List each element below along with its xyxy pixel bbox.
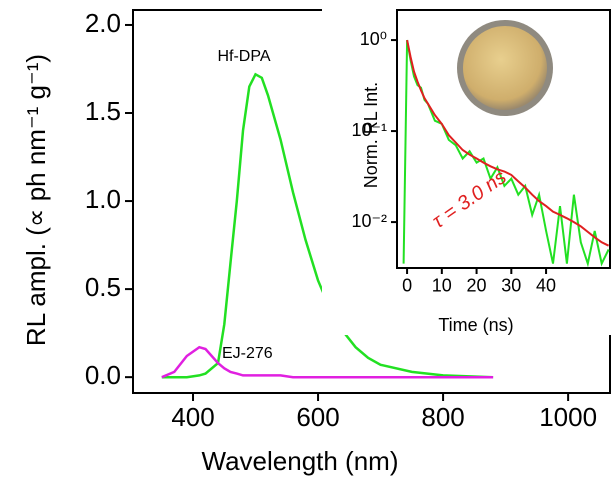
y-tick-label: 2.0	[85, 8, 121, 38]
x-tick-label: 800	[421, 402, 464, 432]
x-tick-label: 0	[402, 275, 412, 295]
x-tick-label: 400	[171, 402, 214, 432]
x-tick-label: 1000	[539, 402, 597, 432]
y-tick-label: 0.5	[85, 272, 121, 302]
x-tick-label: 600	[296, 402, 339, 432]
data-line	[406, 39, 610, 247]
x-tick-label: 10	[432, 275, 452, 295]
plot-frame	[396, 9, 611, 269]
x-axis-label: Time (ns)	[438, 315, 513, 335]
y-tick-label: 1.5	[85, 96, 121, 126]
y-tick-label: 10⁻¹	[351, 120, 387, 140]
x-axis-label: Wavelength (nm)	[202, 446, 399, 476]
y-tick-label: 10⁰	[360, 29, 387, 49]
x-tick-label: 20	[467, 275, 487, 295]
sample-photo	[463, 26, 547, 110]
y-tick-label: 0.0	[85, 360, 121, 390]
series-label: Hf-DPA	[217, 48, 270, 65]
series-label: EJ-276	[222, 345, 273, 362]
y-axis-label: Norm. RL Int.	[361, 82, 381, 188]
x-tick-label: 40	[536, 275, 556, 295]
y-tick-label: 1.0	[85, 184, 121, 214]
y-axis-label: RL ampl. (∝ ph nm⁻¹ g⁻¹)	[21, 54, 51, 346]
x-tick-label: 30	[501, 275, 521, 295]
y-tick-label: 10⁻²	[351, 211, 387, 231]
data-line	[161, 345, 494, 379]
data-line	[161, 72, 494, 379]
